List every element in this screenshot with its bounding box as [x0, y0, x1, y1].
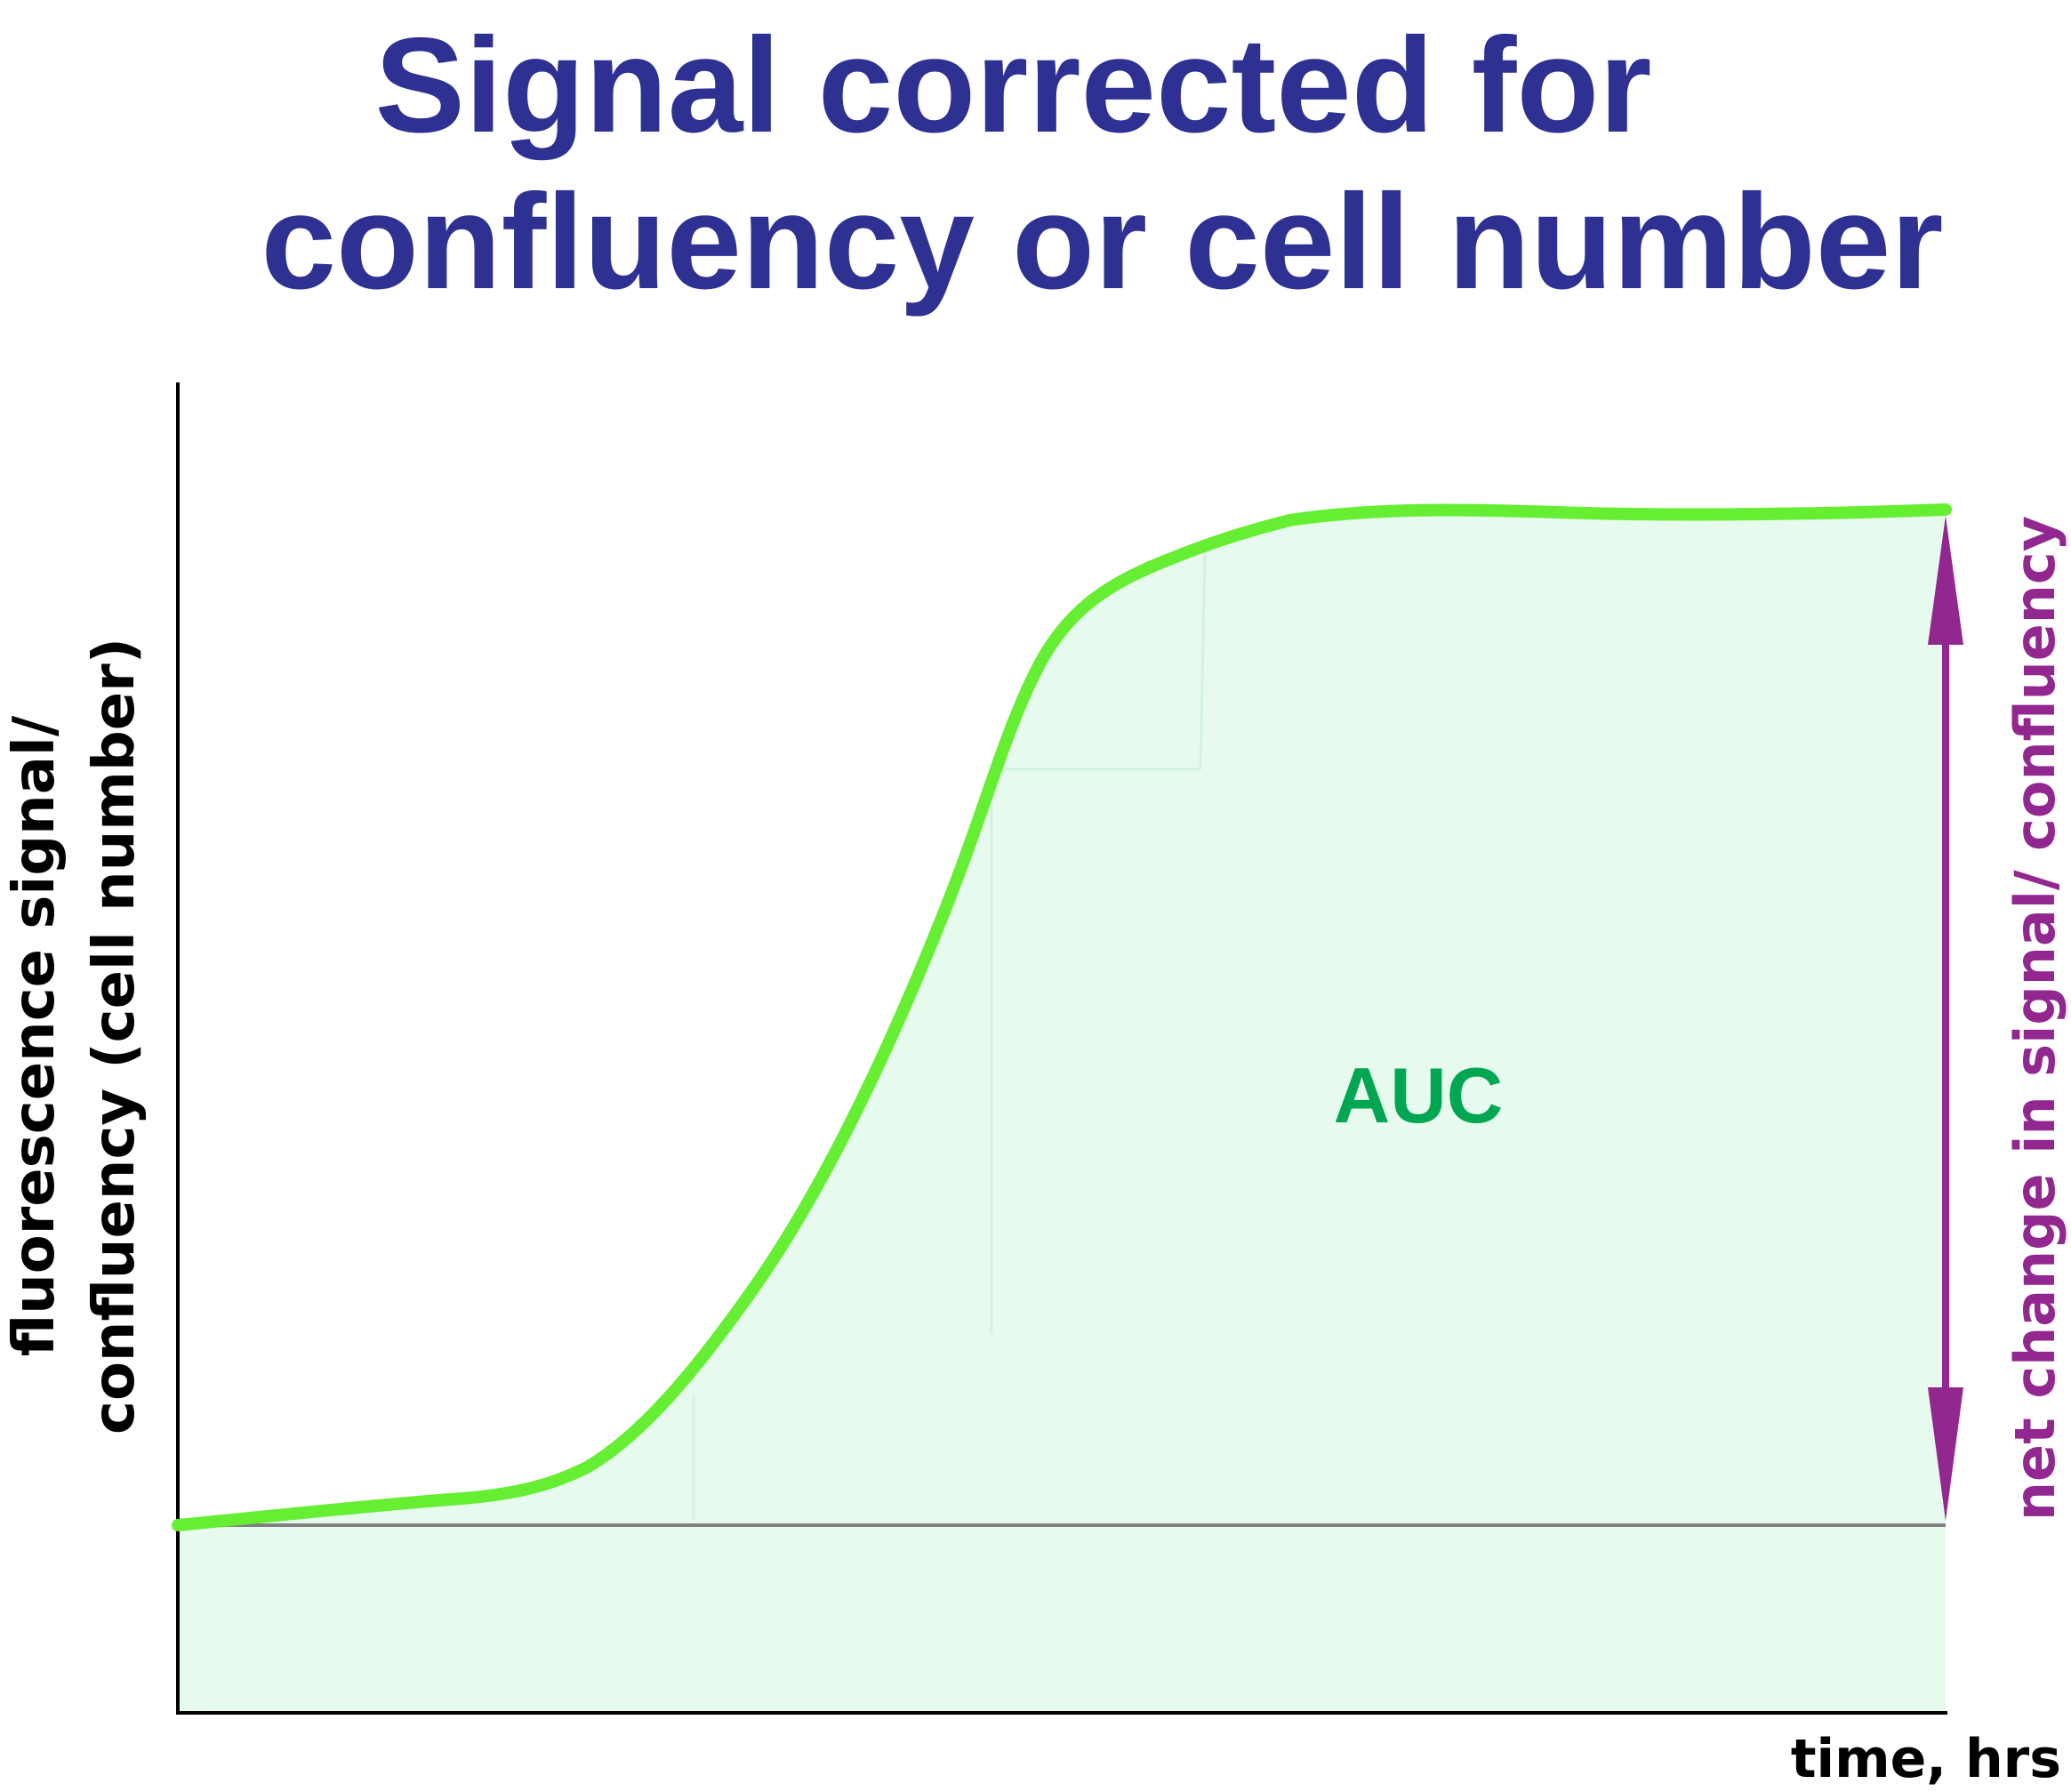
y-axis-label-line-1: fluorescence signal/: [2, 715, 68, 1356]
arrow-label: net change in signal/ confluency: [2003, 516, 2067, 1521]
net-change-arrow: [1928, 516, 1963, 1521]
signal-curve: [172, 503, 1952, 1531]
title-line-2: confluency or cell number: [261, 166, 1944, 317]
title-line-1: Signal corrected for: [374, 10, 1652, 161]
x-axis-label: time, hrs: [1791, 1728, 2061, 1790]
auc-label: AUC: [1334, 1051, 1504, 1139]
arrow-head-up: [1928, 516, 1963, 645]
chart-title: Signal corrected for confluency or cell …: [0, 7, 2071, 320]
y-axis-label-line-2: confluency (cell number): [82, 638, 148, 1434]
faint-guides: [692, 550, 1207, 1521]
auc-area: [178, 510, 1946, 1712]
arrow-head-down: [1928, 1387, 1963, 1521]
